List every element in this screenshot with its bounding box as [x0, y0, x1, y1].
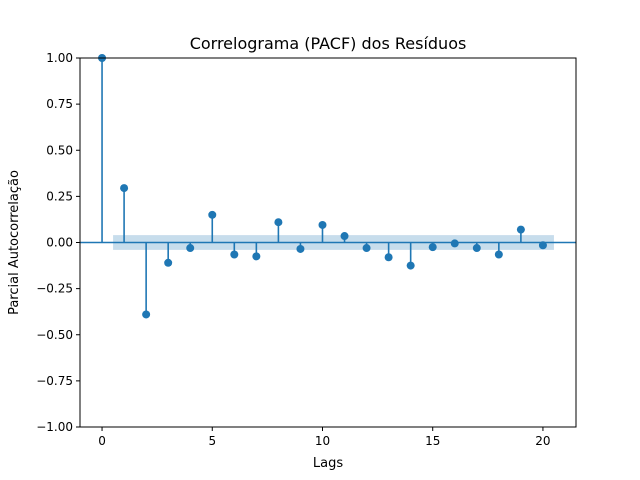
- data-point: [164, 258, 173, 267]
- y-axis-label: Parcial Autocorrelação: [7, 170, 22, 315]
- plot-area: [80, 54, 576, 319]
- y-tick-label: −0.50: [36, 328, 73, 342]
- data-point: [384, 253, 393, 262]
- x-tick-label: 20: [535, 434, 550, 448]
- y-tick-label: −1.00: [36, 420, 73, 434]
- x-tick-label: 10: [315, 434, 330, 448]
- x-axis-label: Lags: [313, 456, 343, 471]
- x-tick-label: 0: [98, 434, 106, 448]
- data-point: [208, 210, 217, 219]
- data-point: [274, 218, 283, 227]
- data-point: [296, 244, 305, 253]
- x-tick-label: 5: [208, 434, 216, 448]
- data-point: [362, 244, 371, 253]
- data-point: [406, 261, 415, 270]
- y-tick-label: 0.00: [46, 236, 73, 250]
- data-point: [472, 244, 481, 253]
- y-tick-label: 0.50: [46, 143, 73, 157]
- data-point: [428, 243, 437, 252]
- y-tick-label: 0.75: [46, 97, 73, 111]
- data-point: [318, 220, 327, 229]
- data-point: [230, 250, 239, 259]
- data-point: [186, 244, 195, 253]
- y-tick-label: −0.25: [36, 282, 73, 296]
- data-point: [120, 184, 129, 193]
- data-point: [252, 252, 261, 261]
- data-point: [516, 225, 525, 234]
- data-point: [538, 241, 547, 250]
- data-point: [340, 232, 349, 241]
- data-point: [494, 250, 503, 259]
- data-point: [142, 310, 151, 319]
- x-axis: 0 5 10 15 20: [98, 427, 551, 448]
- y-tick-label: 0.25: [46, 189, 73, 203]
- data-point: [450, 239, 459, 248]
- y-axis: 1.00 0.75 0.50 0.25 0.00 −0.25 −0.50 −0.75 −1.00: [36, 51, 80, 434]
- y-tick-label: 1.00: [46, 51, 73, 65]
- x-tick-label: 15: [425, 434, 440, 448]
- chart-title: Correlograma (PACF) dos Resíduos: [190, 34, 467, 53]
- y-tick-label: −0.75: [36, 374, 73, 388]
